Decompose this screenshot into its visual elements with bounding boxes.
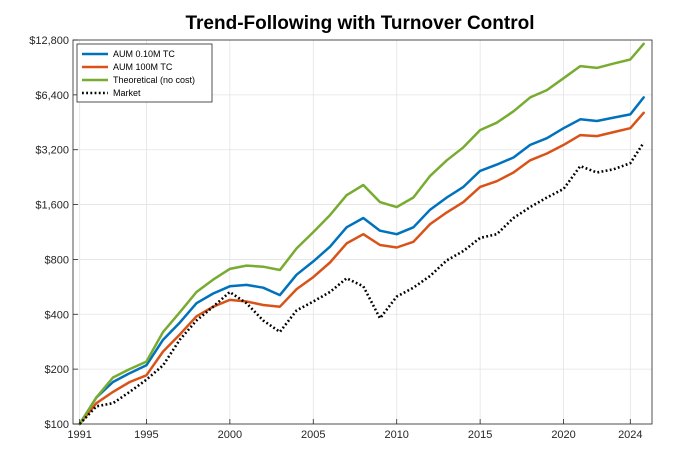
y-tick-label: $200: [45, 364, 69, 376]
x-tick-label: 1995: [134, 429, 158, 441]
legend-label: AUM 0.10M TC: [113, 49, 175, 59]
plot-area: $100 $200 $400 $800 $1,600 $3,200 $6,400 $12,80…: [29, 35, 653, 441]
series-line-aum-0-10m-tc: [78, 96, 645, 426]
x-tick-label: 2010: [384, 429, 408, 441]
chart-title: Trend-Following with Turnover Control: [185, 13, 534, 34]
x-tick-label: 1991: [67, 429, 91, 441]
legend-label: AUM 100M TC: [113, 62, 173, 72]
x-tick-label: 2024: [618, 429, 642, 441]
x-tick-label: 2020: [551, 429, 575, 441]
legend-label: Theoretical (no cost): [113, 75, 195, 85]
y-tick-label: $800: [45, 254, 69, 266]
legend: AUM 0.10M TC AUM 100M TC Theoretical (no c…: [76, 43, 213, 103]
x-tick-label: 2015: [468, 429, 492, 441]
series-lines: [78, 42, 645, 426]
x-tick-label: 2005: [301, 429, 325, 441]
y-tick-label: $1,600: [35, 200, 69, 212]
axes-box: [72, 39, 653, 425]
axis-ticks: $100 $200 $400 $800 $1,600 $3,200 $6,400 $12,80…: [29, 35, 642, 441]
legend-label: Market: [113, 88, 141, 98]
series-line-theoretical-no-cost: [78, 42, 645, 426]
y-tick-label: $400: [45, 309, 69, 321]
axes-background: [73, 40, 652, 424]
y-tick-label: $12,800: [29, 35, 69, 47]
x-tick-label: 2000: [218, 429, 242, 441]
y-tick-label: $3,200: [35, 145, 69, 157]
y-tick-label: $6,400: [35, 90, 69, 102]
y-tick-label: $100: [45, 419, 69, 431]
series-line-aum-100m-tc: [78, 111, 645, 426]
